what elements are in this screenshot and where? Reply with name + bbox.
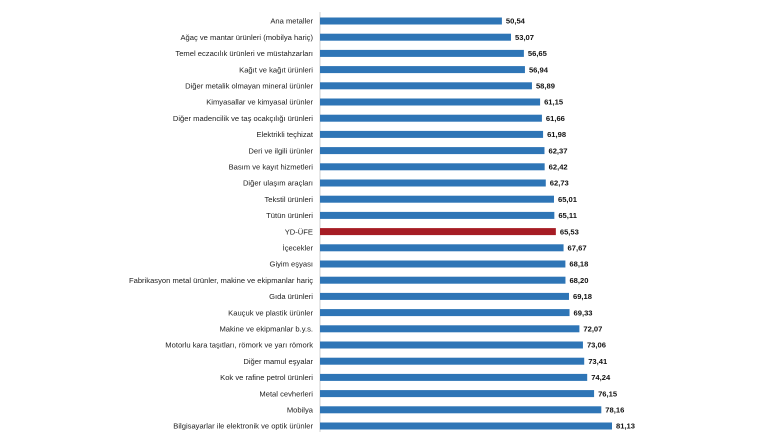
category-label: Basım ve kayıt hizmetleri: [229, 163, 314, 172]
category-label: Fabrikasyon metal ürünler, makine ve eki…: [129, 276, 313, 285]
value-label: 73,06: [587, 341, 606, 350]
category-label: Kok ve rafine petrol ürünleri: [220, 373, 313, 382]
bar: [320, 163, 545, 171]
category-label: Diğer madencilik ve taş ocakçılığı ürünl…: [173, 114, 313, 123]
category-label: Giyim eşyası: [270, 260, 313, 269]
value-label: 61,15: [544, 98, 564, 107]
value-label: 56,65: [528, 49, 548, 58]
value-label: 69,33: [574, 308, 593, 317]
value-labels-group: 50,54 53,07 56,65 56,94 58,89 61,15 61,66 61,98…: [506, 17, 635, 431]
category-label: Elektrikli teçhizat: [256, 130, 313, 139]
category-label: Deri ve ilgili ürünler: [248, 146, 313, 155]
bar: [320, 179, 546, 187]
category-labels-group: Ana metaller Ağaç ve mantar ürünleri (mob…: [129, 17, 314, 431]
category-label: Tekstil ürünleri: [264, 195, 313, 204]
category-label: Kağıt ve kağıt ürünleri: [239, 65, 313, 74]
bar: [320, 276, 566, 284]
value-label: 62,37: [548, 146, 567, 155]
category-label: Makine ve ekipmanlar b.y.s.: [219, 325, 313, 334]
value-label: 69,18: [573, 292, 592, 301]
category-label: Motorlu kara taşıtları, römork ve yarı r…: [165, 341, 313, 350]
bar: [320, 114, 542, 122]
bar-highlight: [320, 228, 556, 236]
category-label: Mobilya: [287, 406, 314, 415]
bar: [320, 341, 583, 349]
bar: [320, 66, 525, 74]
bar: [320, 49, 524, 57]
bar: [320, 390, 595, 398]
value-label: 78,16: [605, 406, 624, 415]
value-label: 74,24: [591, 373, 611, 382]
bar: [320, 17, 502, 25]
value-label: 58,89: [536, 82, 555, 91]
bar: [320, 130, 544, 138]
value-label: 56,94: [529, 65, 549, 74]
category-label: Diğer mamul eşyalar: [243, 357, 313, 366]
category-label: Tütün ürünleri: [266, 211, 313, 220]
bar: [320, 373, 588, 381]
bar: [320, 406, 602, 414]
bar: [320, 147, 545, 155]
bar: [320, 211, 555, 219]
category-label: Ağaç ve mantar ürünleri (mobilya hariç): [180, 33, 313, 42]
category-label: Bilgisayarlar ile elektronik ve optik ür…: [173, 422, 313, 431]
bar: [320, 82, 532, 90]
category-label: Kimyasallar ve kimyasal ürünler: [206, 98, 313, 107]
value-label: 81,13: [616, 422, 635, 431]
category-label: YD-ÜFE: [285, 227, 313, 236]
value-label: 62,73: [550, 179, 569, 188]
bar: [320, 244, 564, 252]
value-label: 72,07: [583, 325, 602, 334]
value-label: 67,67: [568, 244, 587, 253]
category-label: Kauçuk ve plastik ürünler: [228, 308, 313, 317]
value-label: 62,42: [549, 163, 568, 172]
bar: [320, 325, 580, 333]
bar: [320, 422, 612, 430]
category-label: Ana metaller: [270, 17, 313, 26]
category-label: Temel eczacılık ürünleri ve müstahzarlar…: [175, 49, 313, 58]
category-label: Gıda ürünleri: [269, 292, 313, 301]
category-label: Diğer metalik olmayan mineral ürünler: [185, 82, 313, 91]
bar: [320, 357, 585, 365]
bars-group: [320, 17, 612, 430]
value-label: 65,01: [558, 195, 578, 204]
bar: [320, 33, 512, 41]
value-label: 65,53: [560, 227, 579, 236]
value-label: 68,20: [569, 276, 588, 285]
bar: [320, 98, 541, 106]
value-label: 68,18: [569, 260, 588, 269]
category-label: Metal cevherleri: [259, 389, 313, 398]
category-label: Diğer ulaşım araçları: [243, 179, 313, 188]
bar: [320, 309, 570, 317]
bar: [320, 195, 554, 203]
value-label: 76,15: [598, 389, 618, 398]
category-label: İçecekler: [283, 244, 314, 253]
bar: [320, 260, 566, 268]
value-label: 50,54: [506, 17, 526, 26]
value-label: 73,41: [588, 357, 608, 366]
value-label: 65,11: [558, 211, 577, 220]
value-label: 61,98: [547, 130, 566, 139]
value-label: 61,66: [546, 114, 565, 123]
bar: [320, 292, 569, 300]
value-label: 53,07: [515, 33, 534, 42]
